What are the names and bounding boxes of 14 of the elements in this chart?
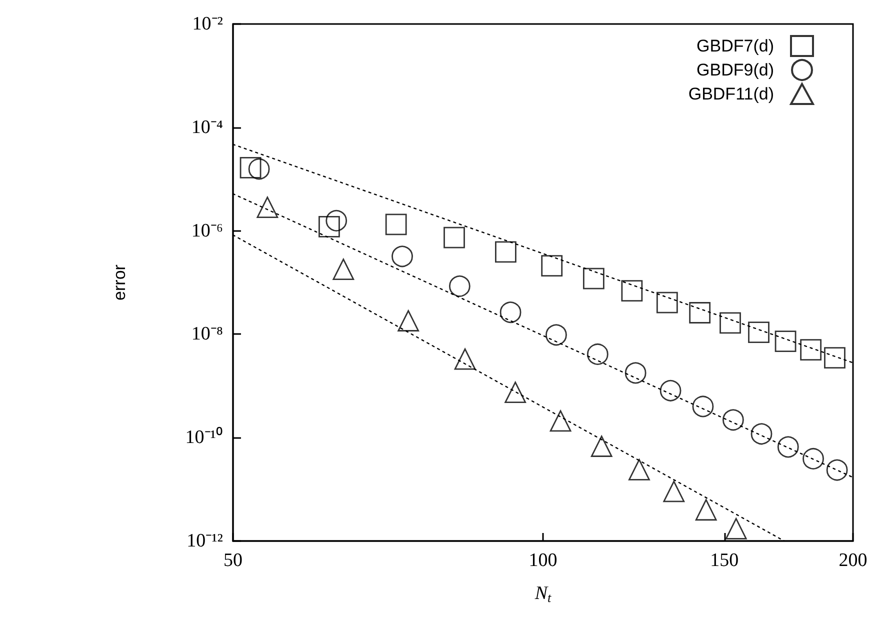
x-tick-label: 150 — [710, 550, 739, 571]
x-tick-label: 200 — [838, 550, 868, 571]
y-tick-label: 10⁻⁸ — [191, 324, 223, 345]
x-tick-label: 100 — [528, 550, 558, 571]
legend-label: GBDF7(d) — [696, 36, 774, 56]
y-tick-label: 10⁻¹⁰ — [185, 426, 223, 448]
y-tick-label: 10⁻⁴ — [191, 116, 224, 138]
y-axis-title: error — [110, 264, 129, 300]
y-tick-label: 10⁻⁶ — [191, 220, 223, 242]
y-tick-label: 10⁻¹² — [186, 530, 224, 552]
legend-label: GBDF11(d) — [688, 84, 774, 104]
legend-label: GBDF9(d) — [696, 60, 774, 80]
y-tick-label: 10⁻² — [192, 14, 224, 34]
x-tick-label: 50 — [224, 550, 242, 571]
